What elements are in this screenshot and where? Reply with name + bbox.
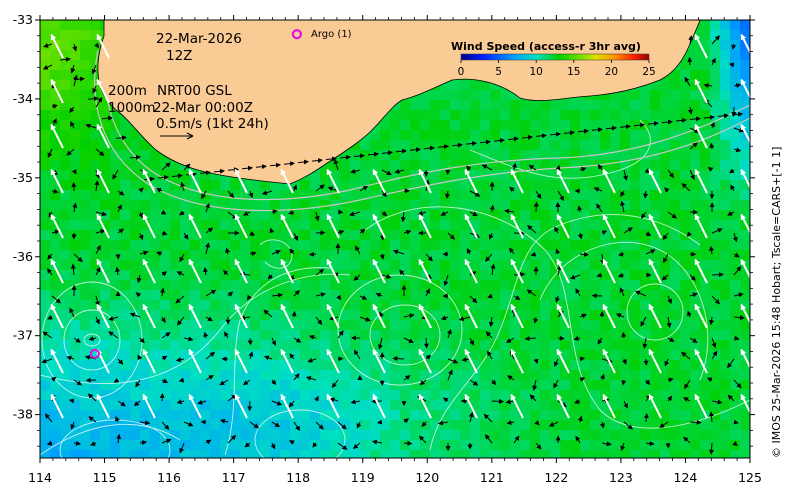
contour-eddy-west-inner <box>63 309 121 371</box>
x-tick-label: 123 <box>609 470 633 485</box>
colorbar-title: Wind Speed (access-r 3hr avg) <box>451 40 641 53</box>
argo-float[interactable] <box>89 348 101 359</box>
contour-line-e <box>539 241 709 381</box>
contour-eddy-center-inner <box>369 304 441 366</box>
x-tick-label: 124 <box>674 470 698 485</box>
argo-legend-label: Argo (1) <box>311 29 352 40</box>
y-tick-label: -36 <box>13 249 33 264</box>
australia-coastline <box>97 20 701 185</box>
x-tick-label: 121 <box>480 470 504 485</box>
shelf-contours <box>94 49 750 212</box>
contour-eddy-sw <box>59 419 171 458</box>
y-tick-label: -38 <box>13 407 33 422</box>
y-tick-label: -37 <box>13 328 33 343</box>
y-axis: -33 -34 -35 -36 -37 -38 <box>13 12 755 447</box>
x-tick-label: 118 <box>286 470 310 485</box>
contour-line-f <box>40 424 181 456</box>
x-tick-label: 116 <box>157 470 181 485</box>
x-tick-label: 119 <box>351 470 375 485</box>
colorbar-tick-label: 25 <box>642 66 655 78</box>
colorbar-tick-label: 20 <box>605 66 618 78</box>
x-tick-label: 120 <box>415 470 439 485</box>
isobath-1000m <box>94 49 750 212</box>
contour-line-d <box>429 214 701 451</box>
velocity-scale-arrow <box>160 132 194 140</box>
argo-float-marker[interactable] <box>89 348 101 359</box>
x-tick-label: 114 <box>28 470 52 485</box>
wind-vectors <box>50 33 750 419</box>
colorbar: Wind Speed (access-r 3hr avg) 0 5 10 15 20 25 <box>451 40 656 78</box>
colorbar-ticks: 0 5 10 15 20 25 <box>458 60 656 78</box>
depth-top-label: 200m <box>108 83 147 99</box>
y-tick-label: -33 <box>13 12 33 27</box>
credit-label: © IMOS 25-Mar-2026 15:48 Hobart; Tscale=… <box>770 147 783 458</box>
land-mass <box>97 20 701 185</box>
colorbar-tick-label: 10 <box>530 66 543 78</box>
x-tick-label: 125 <box>738 470 762 485</box>
contour-line-h <box>259 239 293 269</box>
x-axis: 114 115 116 117 118 119 120 121 122 123 124 125 <box>28 15 762 485</box>
product-label: NRT00 GSL <box>157 83 232 99</box>
plot-area <box>40 20 750 458</box>
plot-frame <box>39 19 751 459</box>
y-tick-label: -34 <box>13 91 33 106</box>
contour-eddy-center <box>337 274 463 386</box>
colorbar-tick-label: 15 <box>567 66 580 78</box>
contour-line-g <box>469 119 651 179</box>
colorbar-tick-label: 0 <box>458 66 465 78</box>
x-tick-label: 117 <box>222 470 246 485</box>
isobath-200m <box>104 49 750 201</box>
colorbar-tick-label: 5 <box>495 66 502 78</box>
contour-eddy-east <box>626 283 684 341</box>
argo-legend-marker <box>291 29 302 40</box>
y-tick-label: -35 <box>13 170 33 185</box>
contour-line-a <box>40 273 351 384</box>
contour-eddy-south <box>254 409 346 458</box>
colorbar-gradient <box>460 53 650 61</box>
date-label: 22-Mar-2026 <box>156 31 242 47</box>
contour-eddy-west-core <box>83 333 101 347</box>
time-label: 22-Mar 00:00Z <box>153 100 253 116</box>
depth-bottom-label: 1000m <box>108 100 156 116</box>
hour-label: 12Z <box>166 48 192 64</box>
x-tick-label: 115 <box>93 470 117 485</box>
velocity-scale-label: 0.5m/s (1kt 24h) <box>156 116 269 132</box>
current-vectors <box>41 35 745 455</box>
argo-legend: Argo (1) <box>291 29 352 40</box>
x-tick-label: 122 <box>544 470 568 485</box>
